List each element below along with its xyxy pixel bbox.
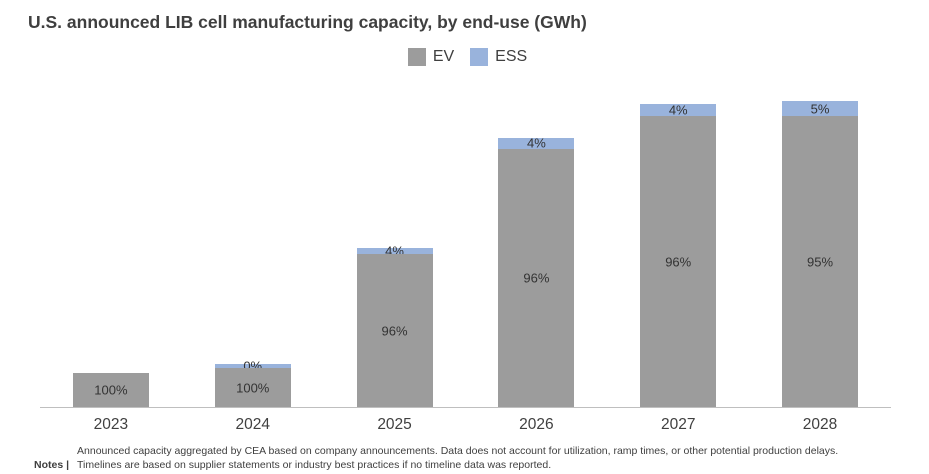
bar-2026: 4% 96%: [498, 135, 575, 407]
legend: EV ESS: [28, 47, 907, 67]
ev-value-label-2027: 96%: [665, 254, 692, 270]
ev-value-label-2025: 96%: [381, 323, 408, 339]
ev-value-label-2024: 100%: [236, 380, 270, 396]
ev-segment-2026: 96%: [498, 148, 575, 407]
bars-container: 100% 0% 100% 4% 96% 4% 96% 4% 96% 5% 95%: [40, 75, 891, 407]
notes-text: Announced capacity aggregated by CEA bas…: [77, 444, 907, 472]
ess-value-label-2028: 5%: [810, 101, 830, 117]
ev-value-label-2026: 96%: [523, 270, 550, 286]
legend-ev-label: EV: [432, 48, 455, 65]
notes-label: Notes |: [34, 459, 70, 472]
legend-ess-swatch-icon: [470, 48, 489, 66]
bar-2024: 0% 100%: [214, 360, 291, 407]
legend-item-ess: ESS: [470, 48, 527, 66]
ess-value-label-2027: 4%: [668, 102, 688, 118]
bar-2028: 5% 95%: [782, 101, 859, 407]
ev-segment-2027: 96%: [640, 116, 717, 407]
x-axis-label-2027: 2027: [660, 416, 696, 433]
x-axis-labels: 2023 2024 2025 2026 2027 2028: [40, 408, 891, 434]
ev-value-label-2023: 100%: [94, 382, 128, 398]
ev-segment-2025: 96%: [356, 254, 433, 407]
ev-segment-2028: 95%: [782, 116, 859, 407]
ess-segment-2026: 4%: [498, 135, 575, 151]
notes-line-2: Timelines are based on supplier statemen…: [77, 459, 552, 472]
legend-ess-label: ESS: [495, 48, 528, 65]
x-axis-label-2024: 2024: [235, 416, 270, 433]
ess-segment-2028: 5%: [782, 101, 859, 117]
ev-segment-2023: 100%: [72, 373, 149, 407]
legend-ev-swatch-icon: [407, 48, 426, 66]
bar-2027: 4% 96%: [640, 102, 717, 407]
notes: Notes | Announced capacity aggregated by…: [34, 444, 907, 472]
chart-title: U.S. announced LIB cell manufacturing ca…: [28, 12, 587, 32]
plot-area: 100% 0% 100% 4% 96% 4% 96% 4% 96% 5% 95%: [40, 75, 891, 408]
ess-segment-2027: 4%: [640, 102, 717, 118]
x-axis-label-2028: 2028: [802, 416, 838, 433]
ev-value-label-2028: 95%: [807, 254, 834, 270]
x-axis-label-2025: 2025: [377, 416, 412, 433]
bar-2025: 4% 96%: [356, 245, 433, 407]
x-axis-label-2023: 2023: [93, 416, 129, 433]
ev-segment-2024: 100%: [214, 368, 291, 407]
legend-item-ev: EV: [407, 48, 455, 66]
x-axis-label-2026: 2026: [519, 416, 554, 433]
ess-value-label-2026: 4%: [526, 135, 546, 151]
notes-line-1: Announced capacity aggregated by CEA bas…: [77, 445, 839, 457]
bar-2023: 100%: [72, 373, 149, 407]
